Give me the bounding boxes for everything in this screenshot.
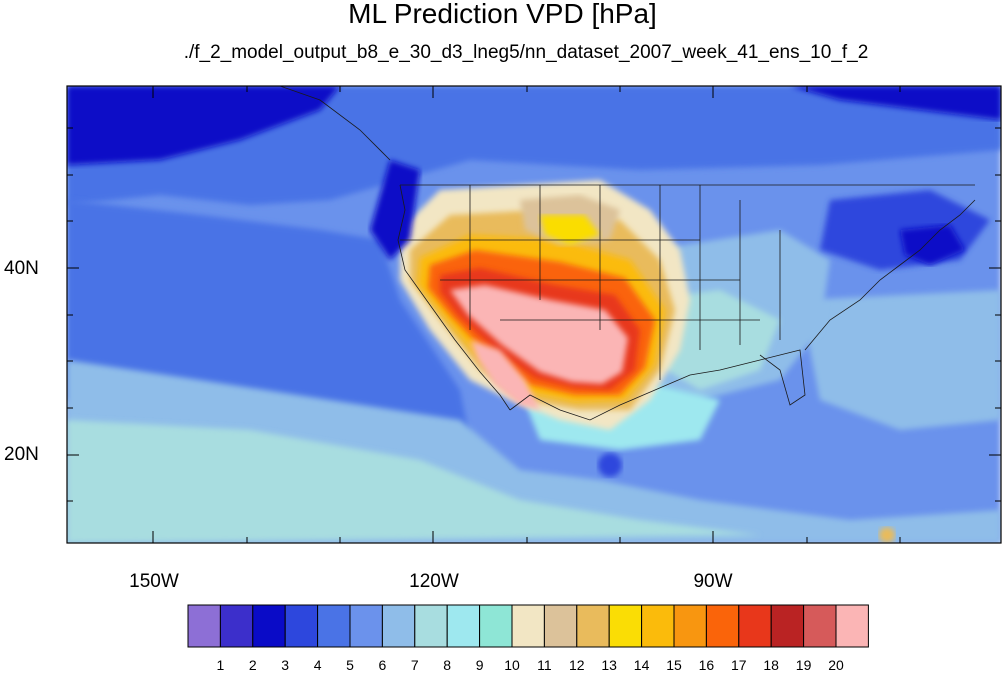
boundary-line [279,86,391,161]
colorbar-swatch [349,604,383,648]
colorbar-tick-label: 4 [313,657,322,673]
colorbar-swatch [576,604,610,648]
colorbar-tick-label: 9 [475,657,484,673]
colorbar-tick-label: 5 [346,657,354,673]
lat-label-20n: 20N [4,444,39,465]
colorbar-swatch [705,604,740,648]
lon-label-120w: 120W [409,571,459,592]
colorbar-swatch [608,604,643,648]
colorbar-tick-label: 11 [537,657,552,673]
colorbar-tick-label: 10 [504,657,520,673]
colorbar-swatch [317,604,351,648]
colorbar-tick-label: 3 [281,657,290,673]
colorbar-tick-label: 16 [698,657,715,673]
colorbar-swatch [414,604,448,648]
colorbar-swatch [641,604,675,648]
colorbar-swatch [770,604,805,648]
boundary-line [397,184,511,411]
colorbar-swatch [252,604,286,648]
boundary-line [509,349,806,421]
colorbar-tick-label: 1 [216,657,225,673]
boundary-line [400,239,760,321]
vpd-contour-region [540,215,600,245]
vpd-contour-region [800,290,1001,430]
colorbar-tick-label: 8 [443,657,452,673]
colorbar-swatch [219,604,254,648]
map-title: ML Prediction VPD [hPa] [348,0,657,29]
lat-label-40n: 40N [4,258,39,279]
colorbar-tick-label: 19 [795,657,812,673]
lon-label-90w: 90W [693,571,733,592]
colorbar-swatch [187,604,221,648]
colorbar-swatch [446,604,481,648]
vpd-field [67,86,1001,543]
colorbar-swatch [511,604,545,648]
colorbar-swatch [543,604,578,648]
colorbar-tick-label: 20 [828,657,844,673]
vpd-contour-region [470,340,540,410]
colorbar-tick-label: 14 [633,657,650,673]
lon-label-150w: 150W [129,571,179,592]
coastlines-and-borders [279,86,976,421]
colorbar-swatch [803,604,837,648]
vpd-contour-region [67,420,760,543]
boundary-line [469,185,661,380]
colorbar-tick-label: 17 [731,657,747,673]
colorbar-tick-label: 2 [248,657,257,673]
vpd-contour-region [67,86,340,165]
vpd-contour-region [790,86,1001,120]
boundary-line [804,199,976,351]
vpd-contour-region [598,453,622,477]
colorbar-tick-label: 18 [763,657,779,673]
vpd-contour-region [900,225,965,265]
colorbar-swatch [284,604,319,648]
colorbar-tick-label: 7 [410,657,419,673]
vpd-contour-region [879,527,895,543]
vpd-contour-region [450,285,628,384]
axis-ticks [67,86,1001,543]
colorbar-tick-label: 6 [378,657,387,673]
colorbar-tick-label: 13 [601,657,617,673]
colorbar-tick-label: 15 [666,657,682,673]
boundary-line [699,185,781,350]
colorbar-swatch [479,604,513,648]
colorbar-swatch [673,604,707,648]
colorbar-swatch [738,604,772,648]
map-subtitle: ./f_2_model_output_b8_e_30_d3_lneg5/nn_d… [183,42,869,63]
colorbar-tick-label: 12 [569,657,585,673]
colorbar [187,604,869,648]
colorbar-swatch [381,604,416,648]
colorbar-swatch [835,604,869,648]
